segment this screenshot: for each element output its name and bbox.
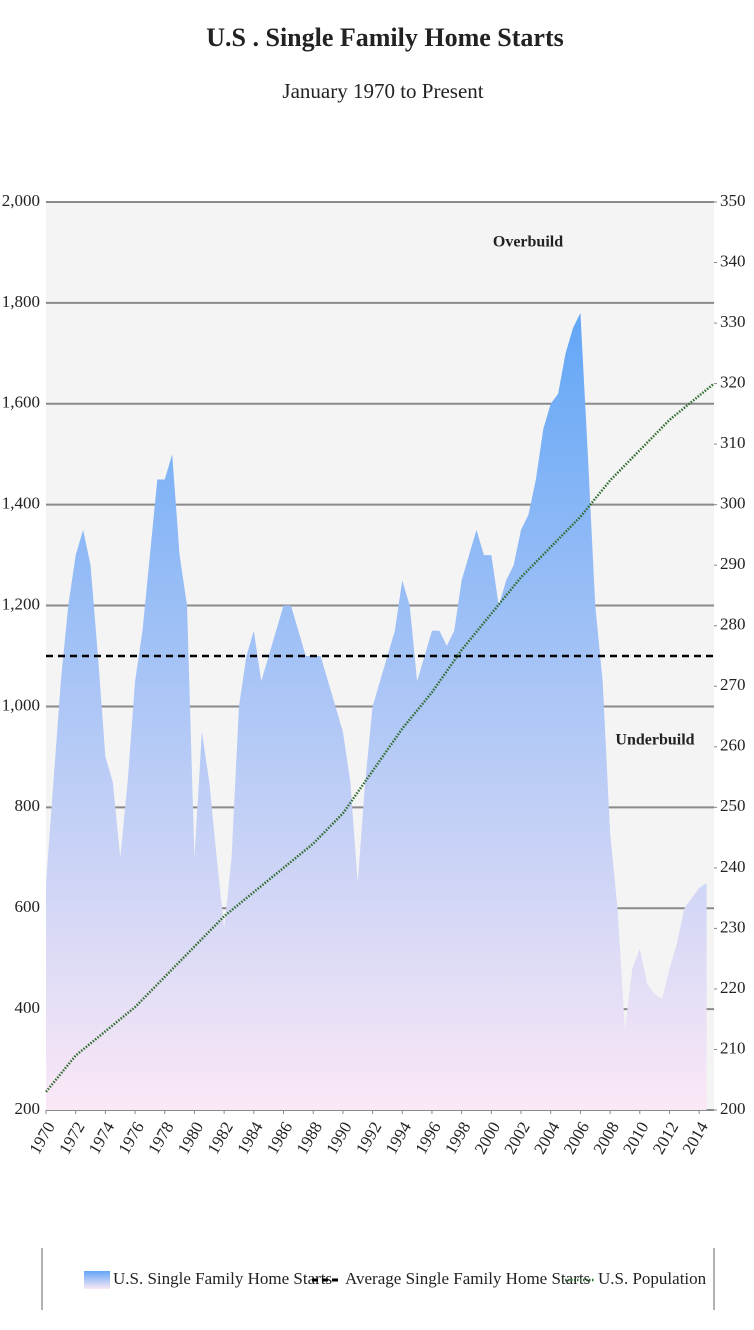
area [46,312,707,1110]
y2-tick-label: 330 [720,312,746,331]
y2-tick-label: 270 [720,675,746,694]
y2-tick-label: 220 [720,978,746,997]
y2-tick-label: 280 [720,615,746,634]
x-tick-label: 2012 [649,1118,682,1157]
x-tick-label: 2006 [560,1118,593,1157]
y2-tick-label: 210 [720,1038,746,1057]
x-tick-label: 1988 [293,1118,326,1157]
x-tick-label: 1986 [263,1118,296,1157]
y2-tick-label: 300 [720,494,746,513]
x-tick-label: 1992 [352,1118,385,1157]
y2-tick-label: 310 [720,433,746,452]
x-tick-label: 1994 [382,1118,416,1157]
x-tick-label: 2014 [679,1118,713,1157]
y-tick-label: 400 [15,998,41,1017]
legend-swatch [84,1271,110,1289]
y-tick-label: 1,200 [2,594,40,613]
x-tick-label: 1984 [233,1118,267,1157]
x-tick-label: 1970 [25,1118,58,1157]
y2-tick-label: 230 [720,917,746,936]
annotation: Underbuild [615,732,694,749]
y2-tick-label: 290 [720,554,746,573]
y2-tick-label: 240 [720,857,746,876]
y-tick-label: 1,400 [2,494,40,513]
x-tick-label: 1972 [55,1118,88,1157]
y2-tick-label: 200 [720,1099,746,1118]
y2-tick-label: 350 [720,191,746,210]
x-tick-label: 1978 [144,1118,177,1157]
x-tick-label: 2000 [471,1118,504,1157]
y2-tick-label: 250 [720,796,746,815]
y-tick-label: 1,600 [2,393,40,412]
legend-label: U.S. Single Family Home Starts [113,1269,332,1288]
chart-subtitle: January 1970 to Present [282,79,483,103]
x-tick-label: 2008 [589,1118,622,1157]
x-tick-label: 1974 [85,1118,119,1157]
y2-tick-label: 340 [720,251,746,270]
x-tick-label: 1980 [174,1118,207,1157]
legend-label: U.S. Population [598,1269,707,1288]
y-tick-label: 1,800 [2,292,40,311]
x-tick-label: 1998 [441,1118,474,1157]
chart-title: U.S . Single Family Home Starts [206,23,564,52]
legend-label: Average Single Family Home Starts [345,1269,590,1288]
x-tick-label: 2002 [500,1118,533,1157]
y-tick-label: 2,000 [2,191,40,210]
x-tick-label: 1976 [114,1118,147,1157]
x-tick-label: 1996 [411,1118,444,1157]
y2-tick-label: 260 [720,736,746,755]
y-tick-label: 1,000 [2,695,40,714]
x-tick-label: 2010 [619,1118,652,1157]
y-tick-label: 800 [15,796,41,815]
x-tick-label: 1982 [204,1118,237,1157]
x-tick-label: 2004 [530,1118,564,1157]
annotation: Overbuild [493,234,563,251]
y-tick-label: 600 [15,897,41,916]
y-tick-label: 200 [15,1099,41,1118]
y2-tick-label: 320 [720,373,746,392]
x-tick-label: 1990 [322,1118,355,1157]
